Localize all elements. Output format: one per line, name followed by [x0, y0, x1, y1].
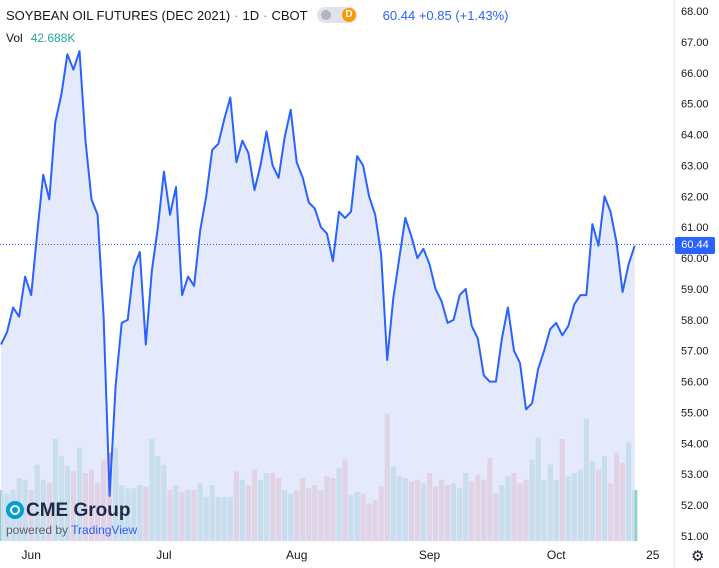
price-change-pct: (+1.43%) — [455, 8, 509, 23]
price-area — [1, 51, 635, 541]
price-axis[interactable]: 51.00 52.00 53.00 54.00 55.00 56.00 57.00 58.00… — [681, 6, 709, 543]
powered-by: powered by TradingView — [6, 523, 137, 537]
y-tick-label: 68.00 — [681, 6, 709, 18]
x-tick-label: Jul — [156, 548, 171, 562]
delayed-badge: D — [342, 8, 357, 22]
y-tick-label: 62.00 — [681, 191, 709, 203]
y-tick-label: 60.00 — [681, 253, 709, 265]
y-tick-label: 54.00 — [681, 438, 709, 450]
y-tick-label: 67.00 — [681, 37, 709, 49]
y-tick-label: 57.00 — [681, 346, 709, 358]
exchange-label: CBOT — [271, 8, 308, 23]
y-tick-label: 56.00 — [681, 377, 709, 389]
y-tick-label: 59.00 — [681, 284, 709, 296]
price-change: +0.85 — [418, 8, 452, 23]
tradingview-link[interactable]: TradingView — [71, 523, 138, 537]
y-tick-label: 66.00 — [681, 68, 709, 80]
interval-label[interactable]: 1D — [242, 8, 260, 23]
status-dot-icon — [321, 10, 332, 20]
y-tick-label: 65.00 — [681, 99, 709, 111]
x-tick-label: Sep — [419, 548, 441, 562]
x-tick-label: Aug — [286, 548, 307, 562]
chart-header: SOYBEAN OIL FUTURES (DEC 2021) · 1D · CBOT D… — [6, 7, 509, 23]
y-tick-label: 58.00 — [681, 315, 709, 327]
y-tick-label: 61.00 — [681, 222, 709, 234]
last-quote: 60.44 +0.85 (+1.43%) — [383, 8, 509, 23]
symbol-title[interactable]: SOYBEAN OIL FUTURES (DEC 2021) — [6, 8, 231, 23]
logo-name: CME Group — [26, 500, 131, 521]
time-axis[interactable]: Jun Jul Aug Sep Oct 25 — [22, 548, 660, 562]
cme-logo[interactable]: CME Group powered by TradingView — [6, 500, 137, 537]
y-tick-label: 52.00 — [681, 500, 709, 512]
y-tick-label: 51.00 — [681, 531, 709, 543]
volume-legend: Vol 42.688K — [6, 31, 75, 45]
powered-text: powered by — [6, 523, 69, 537]
last-price-value: 60.44 — [382, 8, 416, 23]
market-status-pill[interactable]: D — [317, 7, 358, 23]
y-tick-label: 64.00 — [681, 130, 709, 142]
x-tick-label: Jun — [22, 548, 41, 562]
y-tick-label: 63.00 — [681, 160, 709, 172]
y-tick-label: 55.00 — [681, 408, 709, 420]
volume-label: Vol — [6, 31, 23, 45]
gear-icon[interactable]: ⚙ — [691, 548, 705, 565]
price-line — [0, 50, 636, 497]
y-tick-label: 53.00 — [681, 469, 709, 481]
x-tick-label: Oct — [547, 548, 566, 562]
volume-value: 42.688K — [30, 31, 76, 45]
x-tick-label: 25 — [646, 548, 660, 562]
last-price-tag: 60.44 — [675, 237, 715, 254]
cme-globe-icon — [6, 501, 24, 519]
